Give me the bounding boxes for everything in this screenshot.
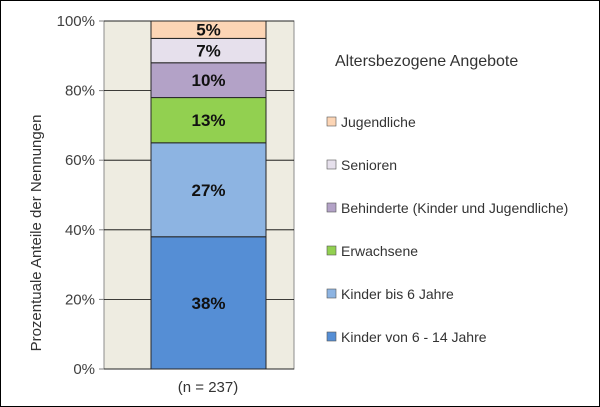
legend-swatch: [326, 245, 337, 256]
data-label: 27%: [191, 181, 225, 200]
legend-swatch: [326, 159, 337, 170]
legend-entry: Senioren: [341, 157, 397, 173]
legend: Jugendliche Senioren Behinderte (Kinder un…: [326, 114, 568, 345]
y-tick-label: 60%: [65, 152, 95, 169]
legend-swatch: [326, 331, 337, 342]
data-label: 7%: [196, 42, 221, 61]
y-axis-ticks: 0% 20% 40% 60% 80% 100%: [57, 13, 104, 378]
data-label: 5%: [196, 21, 221, 40]
legend-entry: Jugendliche: [341, 114, 416, 130]
y-tick-label: 40%: [65, 222, 95, 239]
legend-swatch: [326, 202, 337, 213]
data-label: 38%: [191, 294, 225, 313]
data-label: 13%: [191, 111, 225, 130]
y-axis-label: Prozentuale Anteile der Nennungen: [28, 115, 45, 352]
legend-swatch: [326, 288, 337, 299]
legend-title: Altersbezogene Angebote: [335, 53, 518, 70]
bar-segment: [150, 37, 267, 64]
legend-entry: Erwachsene: [341, 243, 418, 259]
legend-swatch: [326, 116, 337, 127]
legend-entry: Kinder bis 6 Jahre: [341, 286, 454, 302]
y-tick-label: 0%: [73, 361, 95, 378]
data-label: 10%: [191, 71, 225, 90]
y-tick-label: 100%: [57, 13, 95, 30]
bar-segment: [150, 62, 267, 99]
bar-segment: [150, 236, 267, 370]
y-tick-label: 80%: [65, 83, 95, 100]
y-tick-label: 20%: [65, 291, 95, 308]
bar-segments: [150, 20, 267, 370]
bar-segment: [150, 20, 267, 39]
data-labels: 38% 27% 13% 10% 7% 5%: [191, 21, 225, 313]
legend-entry: Kinder von 6 - 14 Jahre: [341, 329, 487, 345]
legend-entry: Behinderte (Kinder und Jugendliche): [341, 200, 568, 216]
x-category-label: (n = 237): [178, 379, 238, 396]
